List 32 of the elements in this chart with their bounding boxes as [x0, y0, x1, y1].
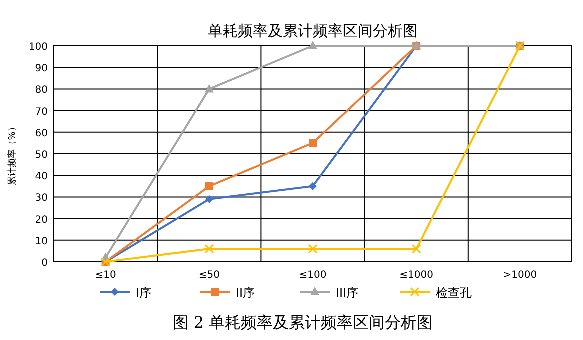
x-tick-label: ≤50 [198, 270, 220, 281]
y-tick-label: 30 [35, 193, 48, 204]
point [204, 244, 214, 254]
y-tick-label: 80 [35, 85, 48, 96]
point [204, 84, 214, 93]
y-tick-label: 50 [35, 150, 48, 161]
chart-title: 单耗频率及累计频率区间分析图 [208, 22, 418, 40]
point [205, 195, 214, 204]
x-tick-label: >1000 [503, 270, 538, 281]
point [308, 41, 318, 50]
point [308, 244, 318, 254]
point [412, 244, 422, 254]
y-tick-label: 40 [35, 172, 48, 183]
y-tick-label: 0 [42, 258, 48, 269]
legend-label: I序 [136, 286, 152, 300]
y-tick-label: 90 [35, 64, 48, 75]
y-tick-label: 60 [35, 128, 48, 140]
point [309, 139, 317, 148]
y-tick-label: 100 [28, 42, 48, 53]
y-tick-label: 20 [35, 214, 48, 226]
legend-label: III序 [336, 286, 359, 300]
y-tick-label: 10 [35, 236, 48, 248]
point [205, 182, 214, 190]
x-tick-label: ≤10 [95, 270, 116, 281]
point [309, 182, 317, 190]
y-tick-label: 70 [35, 106, 48, 118]
legend-label: 检查孔 [436, 286, 472, 300]
y-axis-title: 累计频率（%） [7, 122, 18, 186]
caption: 图 2 单耗频率及累计频率区间分析图 [172, 313, 434, 332]
x-tick-label: ≤100 [299, 270, 327, 281]
legend-label: II序 [236, 286, 256, 300]
x-tick-label: ≤1000 [400, 270, 434, 281]
